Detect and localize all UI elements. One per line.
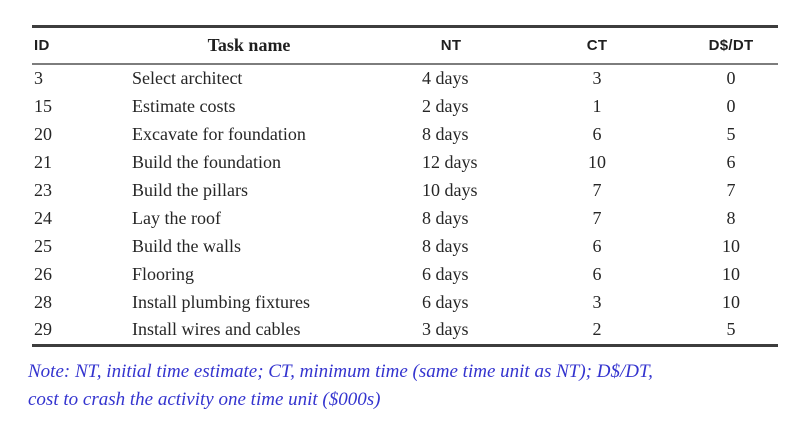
cell-task: Estimate costs	[132, 96, 236, 117]
table-row: 21 Build the foundation 12 days 10 6	[32, 149, 778, 177]
cell-ct: 6	[592, 263, 602, 284]
cell-nt: 6 days	[422, 291, 469, 312]
footnote-line-2: cost to crash the activity one time unit…	[28, 389, 381, 410]
cell-nt: 8 days	[422, 124, 469, 145]
cell-task: Build the walls	[132, 235, 241, 256]
cell-ddt: 8	[726, 207, 736, 228]
cell-ddt: 0	[726, 68, 736, 89]
footnote: Note: NT, initial time estimate; CT, min…	[28, 358, 792, 414]
cell-nt: 12 days	[422, 152, 478, 173]
cell-ddt: 10	[722, 235, 740, 256]
col-header-ct: CT	[522, 26, 672, 65]
cell-task: Build the pillars	[132, 180, 248, 200]
cell-task: Flooring	[132, 263, 195, 284]
table-body: 3 Select architect 4 days 3 0 15 Estimate cost…	[32, 64, 778, 345]
cell-id: 15	[34, 96, 52, 117]
col-header-nt: NT	[402, 26, 522, 65]
cell-ct: 10	[588, 152, 606, 173]
cell-id: 3	[34, 68, 43, 89]
cell-ddt: 5	[726, 124, 736, 145]
cell-ct: 7	[592, 207, 602, 228]
header-row: ID Task name NT CT D$/DT	[32, 26, 778, 65]
cell-task: Excavate for foundation	[132, 124, 306, 145]
cell-id: 28	[34, 291, 52, 312]
table-row: 15 Estimate costs 2 days 1 0	[32, 93, 778, 121]
table-row: 24 Lay the roof 8 days 7 8	[32, 204, 778, 232]
cell-task: Select architect	[132, 68, 243, 89]
table-row: 25 Build the walls 8 days 6 10	[32, 232, 778, 260]
cell-ct: 1	[592, 96, 602, 117]
cell-ddt: 7	[726, 180, 736, 200]
cell-task: Install wires and cables	[132, 319, 301, 340]
cell-id: 25	[34, 235, 52, 256]
cell-task: Lay the roof	[132, 207, 221, 228]
table-row: 3 Select architect 4 days 3 0	[32, 64, 778, 93]
cell-ddt: 0	[726, 96, 736, 117]
cell-ct: 6	[592, 124, 602, 145]
cell-nt: 10 days	[422, 180, 478, 200]
cell-ct: 3	[592, 291, 602, 312]
table-row: 29 Install wires and cables 3 days 2 5	[32, 316, 778, 345]
table-row: 23 Build the pillars 10 days 7 7	[32, 177, 778, 205]
cell-id: 24	[34, 207, 52, 228]
cell-id: 26	[34, 263, 52, 284]
cell-nt: 4 days	[422, 68, 469, 89]
table-row: 20 Excavate for foundation 8 days 6 5	[32, 121, 778, 149]
cell-id: 20	[34, 124, 52, 145]
cell-ct: 7	[592, 180, 602, 200]
cell-id: 23	[34, 180, 52, 200]
cell-ddt: 10	[722, 291, 740, 312]
table-row: 26 Flooring 6 days 6 10	[32, 260, 778, 288]
col-header-id: ID	[32, 26, 132, 65]
crash-cost-table: ID Task name NT CT D$/DT 3 Select archite…	[32, 25, 778, 347]
cell-nt: 3 days	[422, 319, 469, 340]
cell-task: Build the foundation	[132, 152, 281, 173]
cell-ct: 3	[592, 68, 602, 89]
cell-nt: 2 days	[422, 96, 469, 117]
cell-ct: 6	[592, 235, 602, 256]
cell-task: Install plumbing fixtures	[132, 291, 310, 312]
cell-ddt: 10	[722, 263, 740, 284]
table-row: 28 Install plumbing fixtures 6 days 3 10	[32, 288, 778, 316]
cell-ddt: 5	[726, 319, 736, 340]
cell-nt: 6 days	[422, 263, 469, 284]
footnote-line-1: Note: NT, initial time estimate; CT, min…	[28, 361, 653, 382]
col-header-task: Task name	[132, 26, 402, 65]
cell-nt: 8 days	[422, 207, 469, 228]
cell-ddt: 6	[726, 152, 736, 173]
cell-nt: 8 days	[422, 235, 469, 256]
cell-ct: 2	[592, 319, 602, 340]
cell-id: 29	[34, 319, 52, 340]
col-header-ddt: D$/DT	[672, 26, 778, 65]
cell-id: 21	[34, 152, 52, 173]
